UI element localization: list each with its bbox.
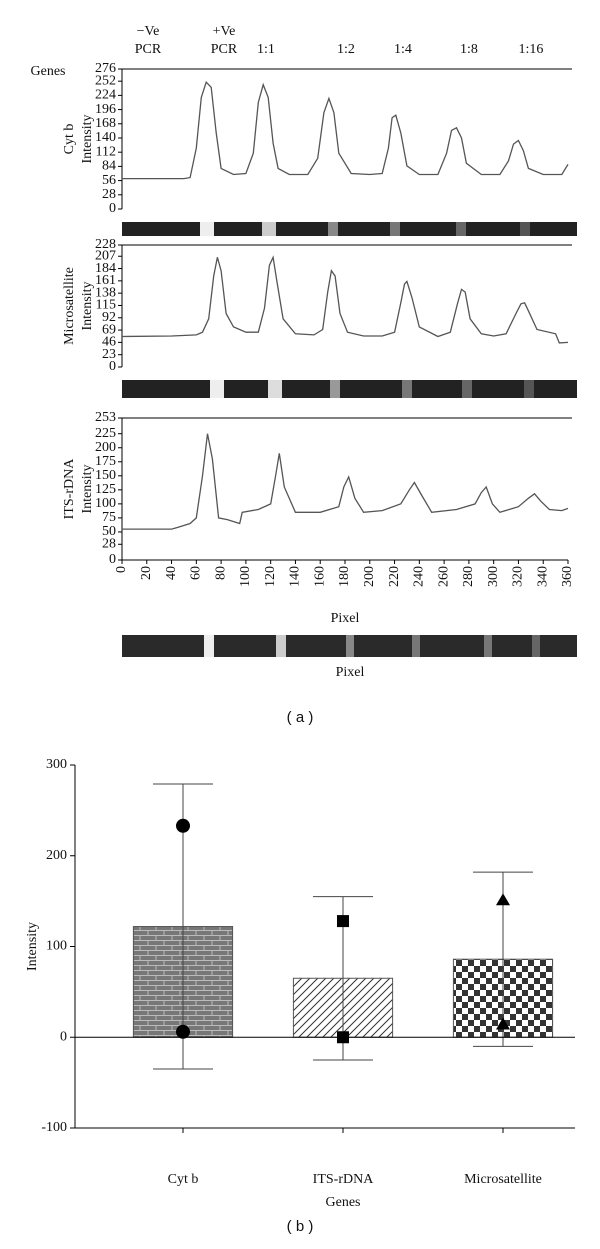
y-tick-label: 207 xyxy=(95,248,116,263)
lane-label: 1:1 xyxy=(257,42,275,57)
lane-label: 1:2 xyxy=(337,42,355,57)
lane-label: PCR xyxy=(211,42,238,57)
profile-line xyxy=(122,433,569,530)
lane-label: 1:16 xyxy=(519,42,544,57)
y-tick-label: 75 xyxy=(102,510,116,525)
y-tick-label: 0 xyxy=(109,359,116,374)
lane-label: 1:8 xyxy=(460,42,478,57)
x-tick-label: 360 xyxy=(560,566,575,587)
x-tick-label: 60 xyxy=(189,566,204,580)
gel-strip xyxy=(122,635,577,657)
lane-label: PCR xyxy=(135,42,162,57)
y-tick-label: 0 xyxy=(109,201,116,216)
y-tick-label: 224 xyxy=(95,88,116,103)
y-tick-label: 84 xyxy=(102,159,116,174)
x-tick-label: Cyt b xyxy=(168,1172,199,1187)
x-tick-label: 320 xyxy=(511,566,526,587)
y-tick-label: 46 xyxy=(102,335,116,350)
y-tick-label: 161 xyxy=(95,273,116,288)
y-tick-label: 138 xyxy=(95,285,116,300)
strip-label: Pixel xyxy=(336,665,365,680)
y-axis-label: ITS-rDNA xyxy=(62,458,77,520)
y-tick-label: 184 xyxy=(95,261,116,276)
x-tick-label: 160 xyxy=(312,566,327,587)
point xyxy=(496,1017,510,1030)
x-axis-label: Genes xyxy=(326,1195,361,1210)
y-tick-label: 140 xyxy=(95,130,116,145)
y-tick-label: 253 xyxy=(95,410,116,425)
x-tick-label: 140 xyxy=(288,566,303,587)
y-axis-label: Intensity xyxy=(80,465,95,514)
point xyxy=(176,1024,190,1039)
y-tick-label: 175 xyxy=(95,454,116,469)
gel-strip xyxy=(122,222,577,236)
gel-strip xyxy=(122,380,577,398)
y-tick-label: 0 xyxy=(109,552,116,567)
y-tick-label: 300 xyxy=(46,757,67,772)
x-tick-label: 300 xyxy=(486,566,501,587)
y-tick-label: 276 xyxy=(95,61,116,76)
y-tick-label: -100 xyxy=(41,1120,67,1135)
y-tick-label: 200 xyxy=(46,848,67,863)
y-axis-label: Microsatellite xyxy=(62,267,77,345)
y-tick-label: 150 xyxy=(95,468,116,483)
lane-label: +Ve xyxy=(213,24,236,39)
y-axis-label: Intensity xyxy=(25,922,40,971)
point xyxy=(176,818,190,833)
y-axis-label: Intensity xyxy=(80,115,95,164)
y-axis-label: Cyt b xyxy=(62,124,77,155)
x-tick-label: 20 xyxy=(139,566,154,580)
profile-line xyxy=(122,80,569,180)
y-tick-label: 112 xyxy=(96,144,116,159)
y-tick-label: 100 xyxy=(95,496,116,511)
y-tick-label: 28 xyxy=(102,537,116,552)
y-tick-label: 196 xyxy=(95,102,116,117)
x-tick-label: 120 xyxy=(263,566,278,587)
x-tick-label: 220 xyxy=(387,566,402,587)
y-tick-label: 225 xyxy=(95,426,116,441)
y-tick-label: 92 xyxy=(102,310,116,325)
genes-label: Genes xyxy=(31,64,66,79)
y-tick-label: 23 xyxy=(102,347,116,362)
y-tick-label: 50 xyxy=(102,524,116,539)
x-axis-label: Pixel xyxy=(331,611,360,626)
y-tick-label: 168 xyxy=(95,116,116,131)
y-tick-label: 200 xyxy=(95,440,116,455)
y-tick-label: 100 xyxy=(46,939,67,954)
point xyxy=(496,893,510,906)
y-tick-label: 56 xyxy=(102,173,116,188)
x-tick-label: 260 xyxy=(436,566,451,587)
x-tick-label: 0 xyxy=(114,566,129,573)
lane-label: 1:4 xyxy=(394,42,412,57)
profile-line xyxy=(121,255,569,344)
y-tick-label: 28 xyxy=(102,187,116,202)
y-axis-label: Intensity xyxy=(80,282,95,331)
x-tick-label: 240 xyxy=(412,566,427,587)
x-tick-label: 100 xyxy=(238,566,253,587)
x-tick-label: 200 xyxy=(362,566,377,587)
y-tick-label: 69 xyxy=(102,322,116,337)
x-tick-label: ITS-rDNA xyxy=(313,1172,375,1187)
y-tick-label: 115 xyxy=(96,298,116,313)
x-tick-label: 80 xyxy=(213,566,228,580)
x-tick-label: 340 xyxy=(535,566,550,587)
y-tick-label: 252 xyxy=(95,73,116,88)
x-tick-label: 280 xyxy=(461,566,476,587)
y-tick-label: 228 xyxy=(95,237,116,252)
panel-label: ( b ) xyxy=(287,1218,314,1235)
y-tick-label: 0 xyxy=(60,1029,67,1044)
panel-label: ( a ) xyxy=(287,709,314,726)
lane-label: −Ve xyxy=(137,24,160,39)
y-tick-label: 125 xyxy=(95,482,116,497)
x-tick-label: 40 xyxy=(164,566,179,580)
x-tick-label: Microsatellite xyxy=(464,1172,542,1187)
x-tick-label: 180 xyxy=(337,566,352,587)
point xyxy=(337,915,349,928)
